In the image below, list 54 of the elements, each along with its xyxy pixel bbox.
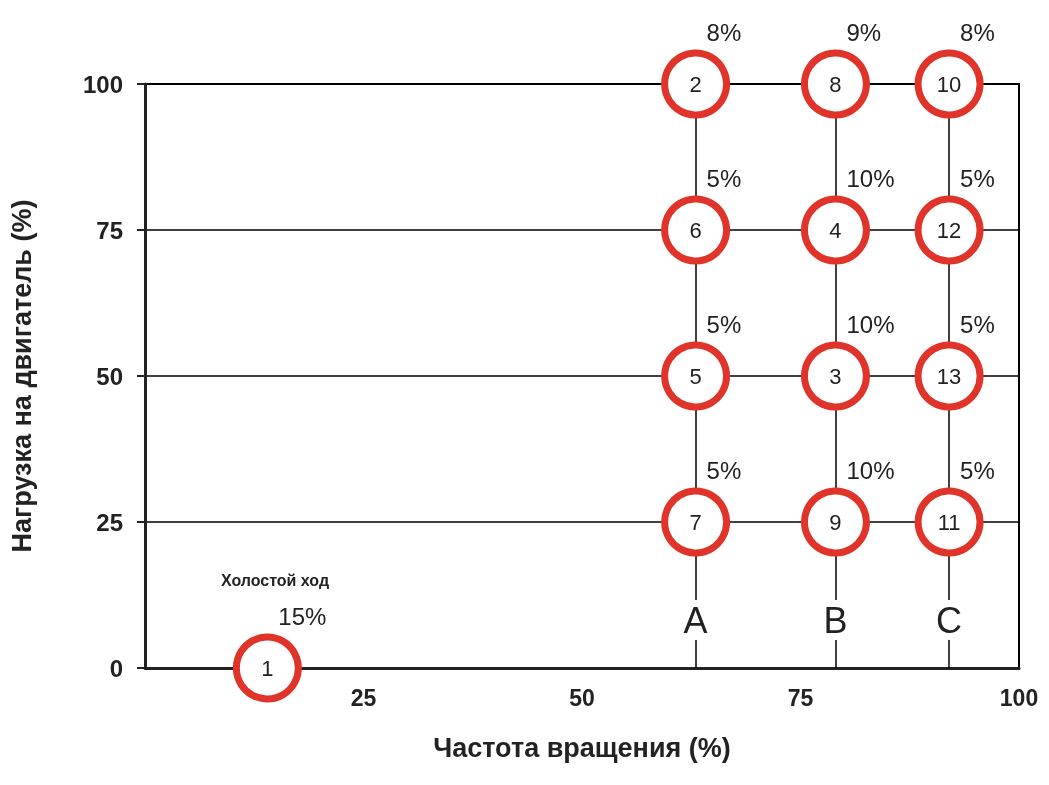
point (914, 195, 984, 265)
y-tick-label: 75 (96, 216, 123, 244)
ref-line-label: C (936, 599, 963, 641)
point (661, 341, 731, 411)
annotation: 10% (846, 310, 895, 338)
annotation: 8 (829, 71, 842, 97)
x-tick-label: 75 (787, 684, 814, 711)
annotation: 6 (689, 217, 702, 243)
annotation: 5 (689, 363, 702, 389)
annotation: 5% (960, 456, 995, 484)
point (661, 49, 731, 119)
point (801, 487, 870, 557)
y-tick-label: 50 (96, 362, 123, 390)
annotation: 8% (960, 18, 995, 46)
point (801, 341, 870, 411)
annotation: 5% (960, 164, 995, 192)
annotation: 2 (689, 71, 702, 97)
point (914, 49, 984, 119)
annotation: 12 (936, 217, 962, 243)
annotation: 1 (261, 655, 274, 681)
annotation: 5% (706, 164, 742, 192)
y-axis-title: Нагрузка на двигатель (%) (6, 199, 37, 553)
annotation: 5% (960, 310, 995, 338)
annotation: 13 (936, 363, 962, 389)
ref-line-label: A (683, 599, 708, 641)
annotation: 8% (706, 18, 742, 46)
ref-line-label: B (823, 599, 848, 641)
point (232, 633, 302, 703)
y-tick-label: 0 (109, 654, 123, 682)
annotation: 9% (846, 18, 882, 46)
x-tick-label: 25 (350, 684, 377, 711)
x-tick-label: 100 (999, 684, 1039, 711)
y-tick-label: 25 (96, 508, 123, 536)
annotation: 4 (829, 217, 842, 243)
point (801, 49, 870, 119)
annotation: 10 (936, 71, 962, 97)
annotation: 5% (706, 456, 742, 484)
annotation: Холостой ход (220, 571, 330, 589)
annotation: 7 (689, 509, 702, 535)
annotation: 15% (278, 602, 327, 630)
annotation: 10% (846, 456, 895, 484)
annotation: 3 (829, 363, 842, 389)
annotation: 9 (829, 509, 842, 535)
annotation: 11 (937, 509, 961, 535)
point (914, 341, 984, 411)
x-tick-label: 50 (569, 684, 595, 711)
point (801, 195, 870, 265)
annotation: 10% (846, 164, 895, 192)
annotation: 5% (706, 310, 742, 338)
point (914, 487, 984, 557)
y-tick-label: 100 (82, 70, 123, 98)
x-axis-title: Частота вращения (%) (433, 732, 731, 763)
point (661, 487, 731, 557)
point (661, 195, 731, 265)
